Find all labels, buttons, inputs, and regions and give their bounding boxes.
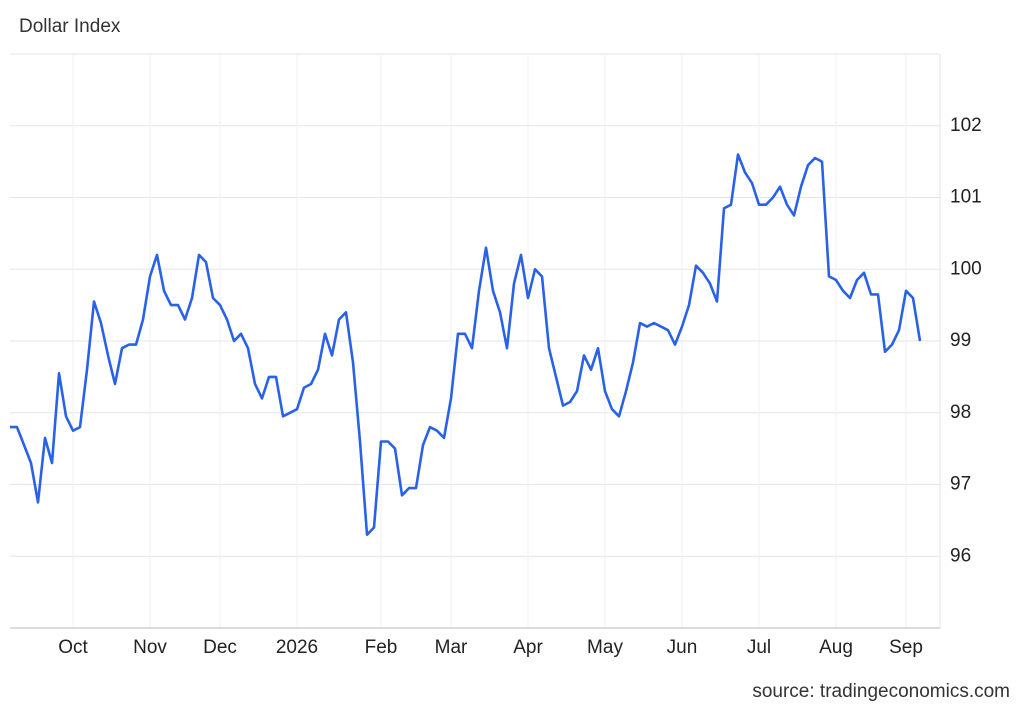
y-tick-label: 96: [950, 545, 971, 566]
y-tick-label: 97: [950, 474, 971, 495]
x-tick-label: Apr: [513, 637, 543, 658]
x-tick-label: Jun: [667, 637, 698, 658]
y-tick-label: 99: [950, 330, 971, 351]
y-tick-label: 102: [950, 115, 982, 136]
source: source: tradingeconomics.com: [752, 681, 1010, 702]
chart-title: Dollar Index: [19, 16, 121, 37]
x-tick-label: Oct: [58, 637, 88, 658]
x-tick-label: 2026: [276, 637, 318, 658]
x-tick-label: May: [587, 637, 623, 658]
y-tick-label: 101: [950, 187, 982, 208]
x-tick-label: Aug: [819, 637, 853, 658]
y-tick-label: 100: [950, 258, 982, 279]
x-tick-label: Feb: [365, 637, 398, 658]
x-tick-label: Sep: [889, 637, 923, 658]
x-tick-label: Nov: [133, 637, 167, 658]
x-tick-label: Mar: [435, 637, 468, 658]
x-tick-label: Jul: [747, 637, 771, 658]
line: [10, 153, 922, 536]
y-tick-label: 98: [950, 402, 971, 423]
x-tick-label: Dec: [203, 637, 237, 658]
